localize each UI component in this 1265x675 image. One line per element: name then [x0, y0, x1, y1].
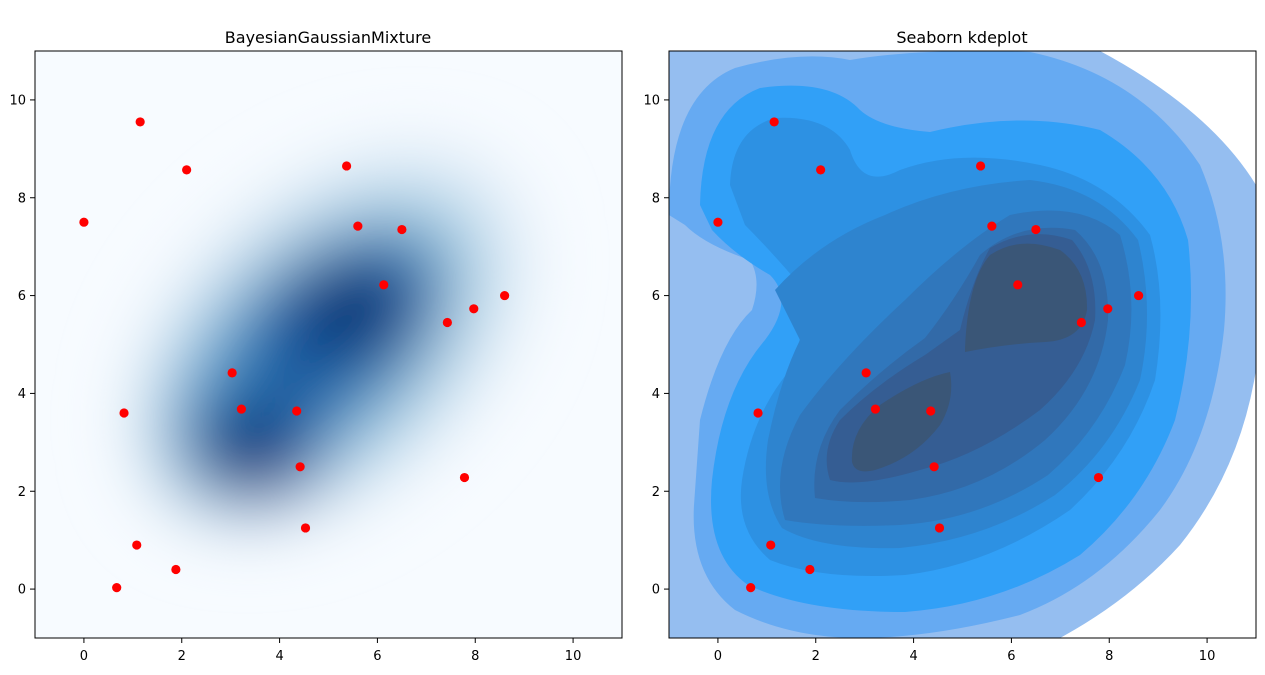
left-scatter-point-15 [459, 472, 470, 483]
right-scatter-point-13 [753, 408, 763, 418]
left-density-heatmap [35, 51, 622, 638]
right-scatter-points [713, 117, 1144, 593]
left-scatter-point-18 [171, 564, 181, 575]
left-x-tick-label-0: 0 [80, 649, 88, 664]
right-scatter-point-17 [766, 540, 776, 550]
left-y-tick-label-4: 8 [18, 191, 26, 206]
right-scatter-point-18 [805, 564, 815, 575]
right-chart-title: Seaborn kdeplot [896, 28, 1027, 47]
left-x-tick-label-1: 2 [178, 649, 186, 664]
left-scatter-point-3 [341, 161, 352, 171]
left-scatter-points [79, 117, 510, 593]
right-scatter-point-3 [975, 161, 986, 171]
right-scatter-point-10 [861, 368, 871, 378]
left-scatter-point-6 [379, 280, 389, 290]
right-x-tick-label-2: 4 [909, 649, 917, 664]
right-kde-contours [669, 51, 1256, 638]
left-scatter-point-5 [397, 224, 407, 235]
right-scatter-point-12 [926, 406, 936, 416]
right-x-tick-label-1: 2 [812, 649, 820, 664]
left-scatter-point-13 [119, 408, 129, 418]
left-y-tick-label-3: 6 [18, 289, 26, 304]
left-chart-title: BayesianGaussianMixture [225, 28, 431, 47]
right-y-tick-label-1: 2 [652, 485, 660, 500]
right-scatter-point-9 [1134, 290, 1144, 301]
right-y-tick-label-4: 8 [652, 191, 660, 206]
left-panel: BayesianGaussianMixture 0 2 4 6 8 10 0 2 4 6 8 10 [9, 28, 623, 664]
right-scatter-point-7 [1076, 317, 1086, 328]
right-scatter-point-2 [816, 165, 826, 175]
left-scatter-point-11 [236, 404, 247, 414]
left-y-tick-label-2: 4 [18, 387, 26, 402]
left-scatter-point-2 [182, 165, 192, 175]
left-scatter-point-16 [300, 523, 311, 533]
left-scatter-point-8 [469, 304, 479, 314]
right-scatter-point-6 [1013, 280, 1023, 290]
left-x-tick-label-4: 8 [471, 649, 479, 664]
left-x-tick-label-2: 4 [275, 649, 283, 664]
left-scatter-point-19 [112, 583, 122, 593]
right-scatter-point-14 [929, 462, 939, 472]
left-axes-frame [34, 50, 623, 639]
right-y-tick-label-0: 0 [652, 583, 660, 598]
left-scatter-point-1 [135, 117, 145, 127]
left-y-tick-label-5: 10 [9, 93, 26, 108]
right-scatter-point-11 [870, 404, 881, 414]
right-y-tick-label-3: 6 [652, 289, 660, 304]
left-scatter-point-17 [132, 540, 142, 550]
left-scatter-point-10 [227, 368, 237, 378]
left-scatter-point-0 [79, 217, 89, 227]
left-x-axis: 0 2 4 6 8 10 [80, 638, 582, 664]
left-scatter-point-14 [295, 462, 305, 472]
left-scatter-point-4 [353, 221, 363, 231]
left-y-tick-label-0: 0 [18, 583, 26, 598]
right-y-axis: 0 2 4 6 8 10 [643, 93, 669, 598]
left-y-tick-label-1: 2 [18, 485, 26, 500]
left-y-axis: 0 2 4 6 8 10 [9, 93, 35, 598]
left-scatter-point-12 [292, 406, 302, 416]
right-scatter-point-15 [1093, 472, 1104, 483]
right-x-tick-label-5: 10 [1199, 649, 1216, 664]
right-scatter-point-4 [987, 221, 997, 231]
right-scatter-point-0 [713, 217, 723, 227]
right-x-axis: 0 2 4 6 8 10 [714, 638, 1216, 664]
left-x-tick-label-5: 10 [565, 649, 582, 664]
right-scatter-point-16 [934, 523, 945, 533]
right-scatter-point-5 [1031, 224, 1041, 235]
right-x-tick-label-4: 8 [1105, 649, 1113, 664]
right-axes-frame [668, 50, 1257, 639]
right-x-tick-label-0: 0 [714, 649, 722, 664]
right-y-tick-label-5: 10 [643, 93, 660, 108]
right-scatter-point-8 [1103, 304, 1113, 314]
right-scatter-point-19 [746, 583, 756, 593]
left-x-tick-label-3: 6 [373, 649, 381, 664]
left-scatter-point-9 [500, 290, 510, 301]
left-scatter-point-7 [442, 317, 452, 328]
right-panel: Seaborn kdeplot 0 2 4 6 8 10 0 2 4 6 8 10 [643, 28, 1257, 664]
right-scatter-point-1 [769, 117, 779, 127]
right-y-tick-label-2: 4 [652, 387, 660, 402]
right-x-tick-label-3: 6 [1007, 649, 1015, 664]
